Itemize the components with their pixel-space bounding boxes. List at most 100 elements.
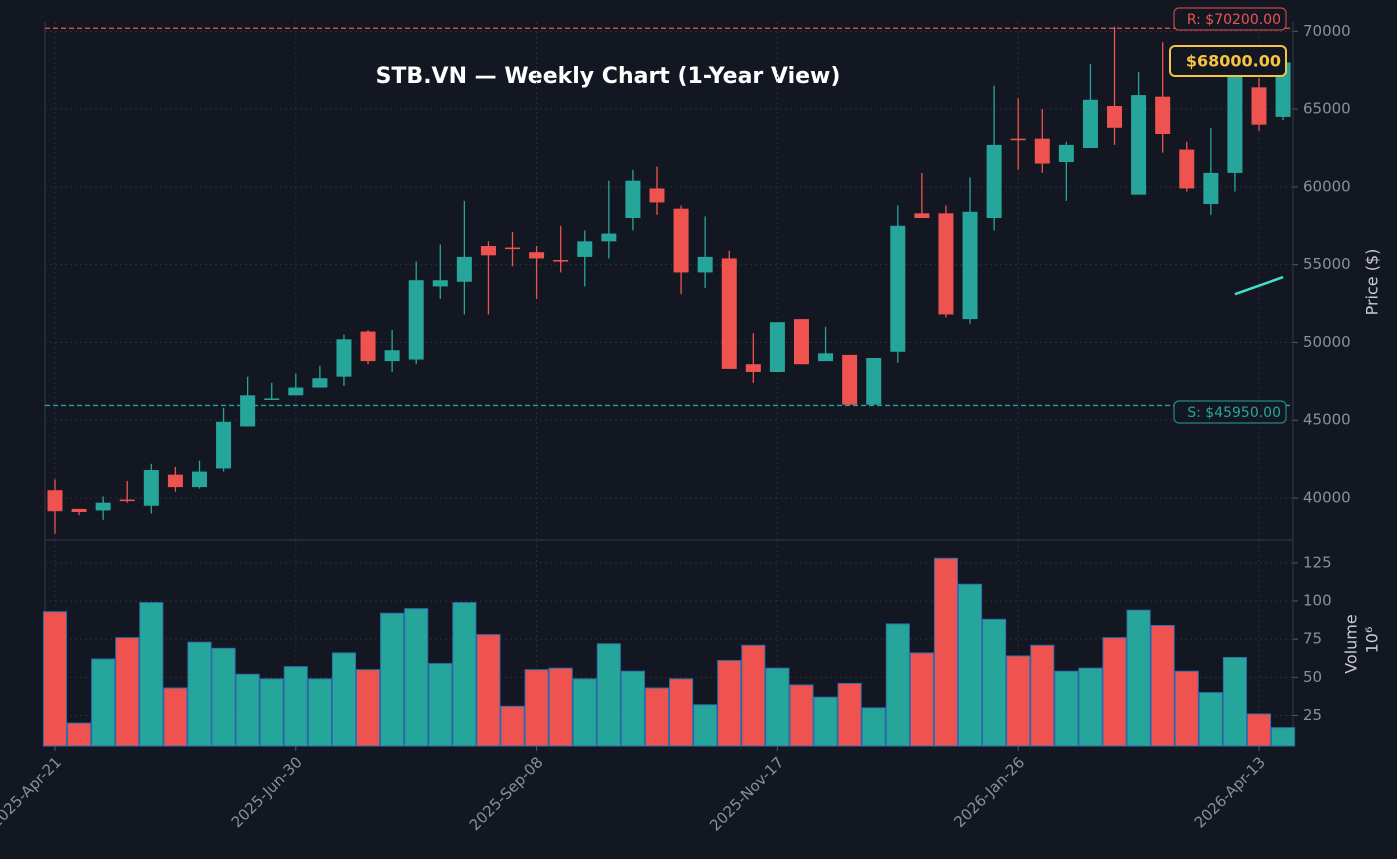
volume-bar <box>572 678 597 747</box>
candle-body <box>1034 138 1050 164</box>
candle-body <box>360 331 376 362</box>
volume-bar <box>741 644 766 747</box>
candle-body <box>240 395 256 427</box>
candle-body <box>264 398 280 400</box>
volume-bar <box>1271 727 1296 747</box>
candle-body <box>119 499 135 502</box>
volume-bar <box>813 696 838 747</box>
candle-body <box>697 256 713 273</box>
volume-bar <box>1030 644 1055 747</box>
volume-bar <box>693 704 718 747</box>
candle-body <box>312 378 328 388</box>
volume-bar <box>259 678 284 747</box>
volume-bar <box>1198 692 1223 747</box>
candle-body <box>1131 95 1147 195</box>
volume-bar <box>861 707 886 747</box>
y-tick-label: 55000 <box>1303 255 1351 273</box>
candle-body <box>962 211 978 320</box>
volume-bar <box>1054 670 1079 747</box>
candle-body <box>384 350 400 362</box>
volume-bar <box>163 687 188 747</box>
volume-bar <box>235 673 260 747</box>
candle-body <box>529 252 545 259</box>
volume-bar <box>933 557 958 747</box>
candle-body <box>216 421 232 469</box>
volume-bar <box>644 687 670 747</box>
candle-body <box>938 213 954 315</box>
candle-body <box>95 502 111 511</box>
candle-body <box>842 354 858 405</box>
volume-bar <box>331 652 357 747</box>
volume-bar <box>765 667 790 747</box>
volume-bar <box>909 652 934 747</box>
candle-body <box>577 241 593 257</box>
candle-body <box>1058 144 1074 162</box>
candle-body <box>456 256 472 282</box>
candle-body <box>601 233 617 242</box>
volume-bar <box>452 602 477 747</box>
candle-body <box>432 280 448 287</box>
volume-bar <box>42 611 68 747</box>
candle-body <box>793 319 809 365</box>
y-tick-label: 40000 <box>1303 489 1351 507</box>
candle-body <box>890 225 906 352</box>
volume-tick-label: 75 <box>1303 630 1322 648</box>
volume-bar <box>356 669 381 747</box>
volume-bar <box>428 663 453 747</box>
chart-title: STB.VN — Weekly Chart (1-Year View) <box>376 64 841 89</box>
volume-bar <box>139 602 164 747</box>
volume-bar <box>837 682 862 747</box>
volume-bar <box>1174 670 1199 747</box>
candle-body <box>866 358 882 405</box>
volume-bar <box>211 647 236 747</box>
candle-body <box>167 474 183 488</box>
volume-bar <box>67 722 92 747</box>
candle-body <box>143 470 159 506</box>
candle-body <box>625 180 641 218</box>
candle-body <box>47 490 63 512</box>
candle-body <box>1227 64 1243 173</box>
volume-bar <box>1150 624 1175 747</box>
support-label-box <box>1173 400 1287 424</box>
candle-body <box>1179 149 1195 189</box>
candle-body <box>818 353 834 362</box>
candle-body <box>336 339 352 377</box>
volume-tick-label: 50 <box>1303 668 1322 686</box>
candle-body <box>71 508 87 512</box>
candle-body <box>553 260 569 262</box>
volume-bar <box>115 637 140 747</box>
candle-body <box>721 258 737 369</box>
volume-bar <box>500 705 525 747</box>
candle-body <box>649 188 665 203</box>
volume-bar <box>958 583 983 747</box>
volume-bar <box>596 643 621 747</box>
volume-bar <box>620 670 645 747</box>
volume-bar <box>1246 713 1272 747</box>
volume-bar <box>885 623 910 747</box>
volume-bar <box>1006 655 1031 747</box>
volume-bar <box>1102 637 1127 747</box>
volume-bar <box>307 678 332 747</box>
volume-bar <box>1078 667 1103 747</box>
volume-bar <box>789 684 814 747</box>
volume-bar <box>524 669 549 747</box>
y-tick-label: 45000 <box>1303 411 1351 429</box>
candle-body <box>480 246 496 256</box>
volume-axis-label: Volume <box>1342 614 1361 674</box>
candle-body <box>1251 87 1267 125</box>
resistance-label: R: $70200.00 <box>1187 12 1281 28</box>
candle-body <box>673 208 689 273</box>
volume-bar <box>548 667 573 747</box>
candle-body <box>408 280 424 360</box>
volume-bar <box>982 618 1007 747</box>
y-tick-label: 60000 <box>1303 177 1351 195</box>
candle-body <box>1082 99 1098 148</box>
volume-tick-label: 100 <box>1303 592 1332 610</box>
candle-body <box>1203 172 1219 204</box>
y-tick-label: 65000 <box>1303 100 1351 118</box>
candle-body <box>914 213 930 218</box>
candle-body <box>1107 106 1123 128</box>
volume-bar <box>283 666 308 747</box>
volume-bar <box>91 658 116 747</box>
